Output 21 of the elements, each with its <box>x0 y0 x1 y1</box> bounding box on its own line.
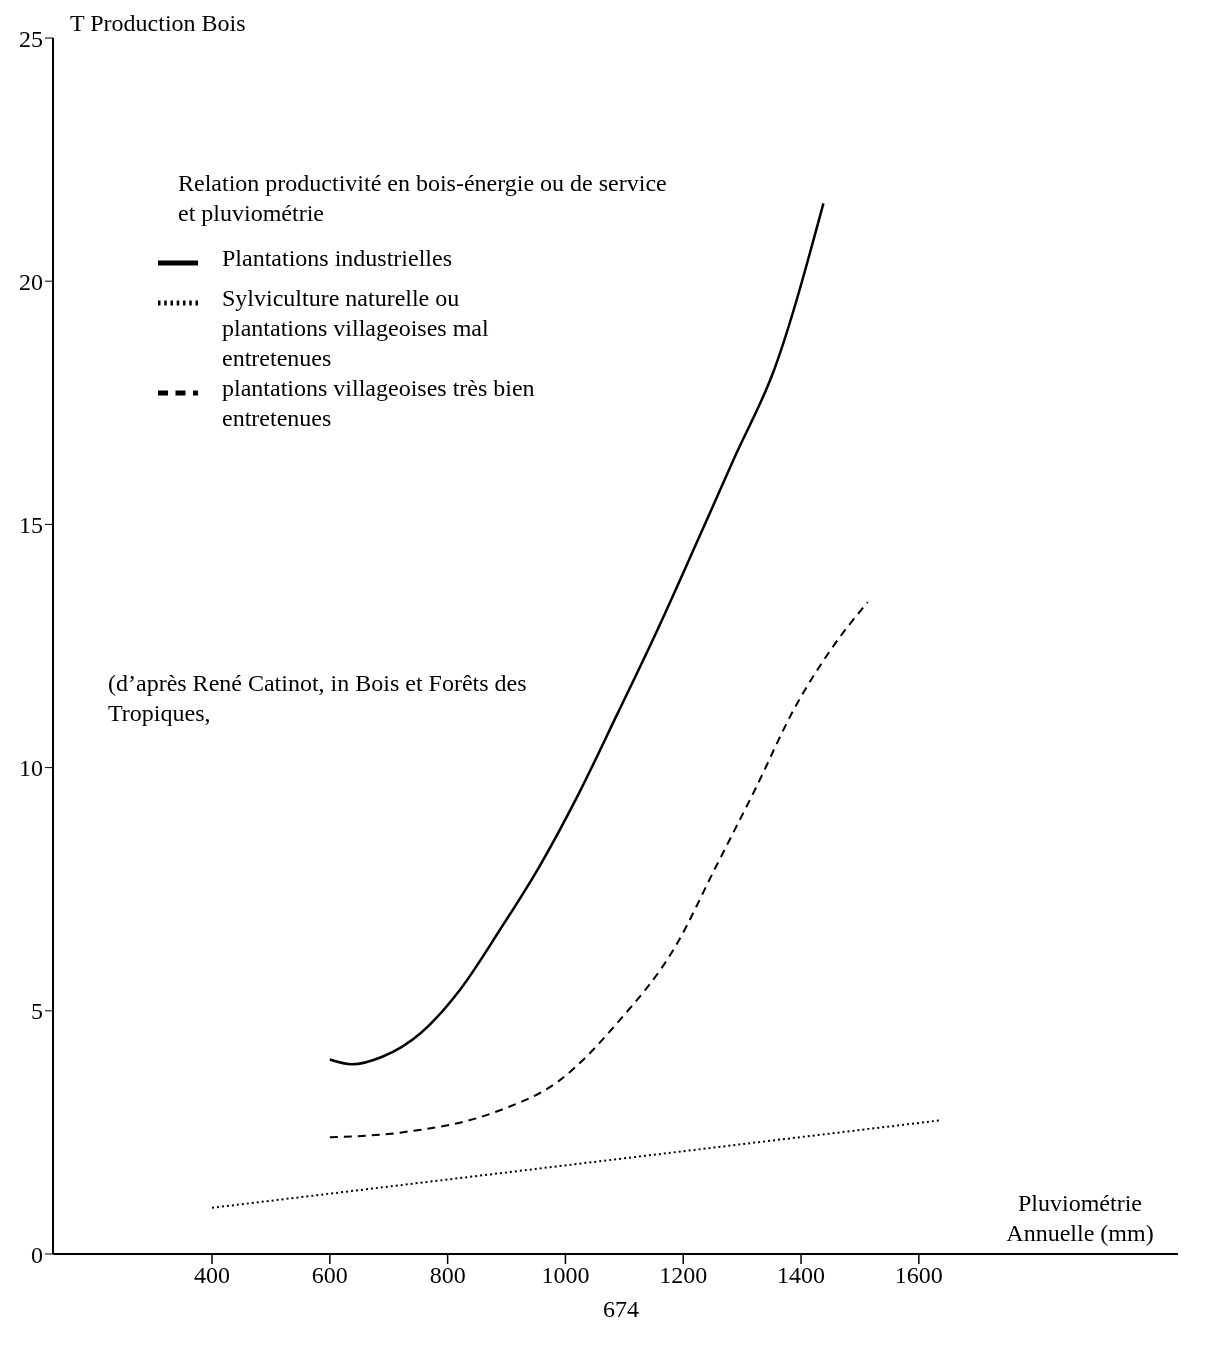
x-axis-title: Pluviométrie Annuelle (mm) <box>1005 1189 1155 1248</box>
x-tick-label: 1400 <box>777 1262 826 1289</box>
x-tick-label: 1600 <box>894 1262 943 1289</box>
y-axis-title: T Production Bois <box>70 10 246 37</box>
x-tick-label: 600 <box>311 1262 348 1289</box>
x-tick-label: 800 <box>429 1262 466 1289</box>
x-tick-label: 1200 <box>659 1262 708 1289</box>
y-tick-label: 0 <box>31 1241 43 1268</box>
line-series <box>328 601 869 1139</box>
x-tick-label: 1000 <box>541 1262 590 1289</box>
legend-label: plantations villageoises très bien entretenues <box>222 374 536 433</box>
y-tick-label: 5 <box>31 998 43 1025</box>
text: 674 <box>603 1295 639 1324</box>
x-tick-label: 400 <box>194 1262 231 1289</box>
y-tick-label: 20 <box>19 268 43 295</box>
y-tick-label: 15 <box>19 511 43 538</box>
y-tick-label: 10 <box>19 755 43 782</box>
annotation: (d’après René Catinot, in Bois et Forêts des Tropiques, <box>108 669 528 728</box>
y-tick-label: 25 <box>19 25 43 52</box>
legend-title: Relation productivité en bois-énergie ou de service et pluviométrie <box>178 169 668 228</box>
legend-label: Plantations industrielles <box>222 244 453 273</box>
